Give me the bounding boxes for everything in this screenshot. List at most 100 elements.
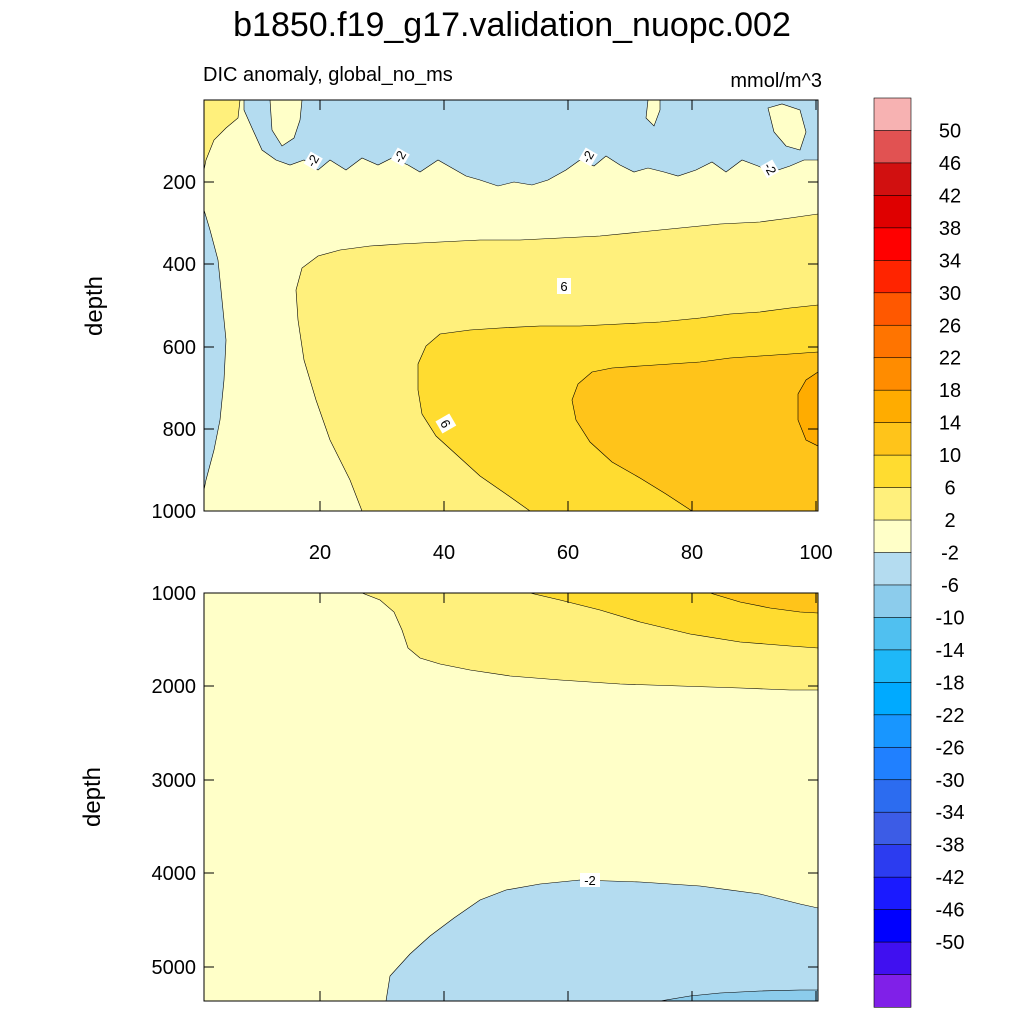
- y-tick-label: 600: [163, 337, 196, 359]
- colorbar-swatch: [873, 974, 912, 1008]
- colorbar-swatch: [873, 389, 912, 424]
- lower-y-axis: 1000 2000 3000 4000 5000: [152, 583, 818, 979]
- colorbar-swatch: [873, 454, 912, 489]
- colorbar-label: 34: [939, 250, 961, 272]
- upper-island-mid: [269, 100, 303, 147]
- upper-x-axis: 20 40 60 80 100: [309, 100, 833, 564]
- y-tick-label: 5000: [152, 957, 197, 979]
- upper-region-10-14: [571, 351, 818, 511]
- upper-contour-field: [204, 100, 818, 511]
- colorbar-swatch: [873, 260, 912, 294]
- colorbar-swatch: [873, 552, 912, 586]
- colorbar-label: 22: [939, 348, 961, 370]
- colorbar-label: -2: [941, 543, 959, 565]
- contour-label: 6: [560, 279, 567, 294]
- colorbar-swatch: [873, 714, 912, 748]
- colorbar-label: -26: [936, 737, 965, 759]
- upper-island-east: [645, 100, 661, 127]
- colorbar-label: 26: [939, 315, 961, 337]
- colorbar-swatch: [873, 487, 912, 521]
- upper-region-14-18: [797, 371, 818, 447]
- colorbar-swatch: [873, 324, 912, 359]
- colorbar-label: -38: [936, 835, 965, 857]
- colorbar-swatch: [873, 811, 912, 846]
- colorbar-swatch: [873, 941, 912, 976]
- colorbar-swatch: [873, 682, 912, 716]
- colorbar: 50 46 42 38 34 30 26 22 18 14 10 6 2 -2 -6 -10 -14 -18 -22…: [873, 97, 965, 1008]
- colorbar-label: 18: [939, 380, 961, 402]
- colorbar-label: -18: [936, 672, 965, 694]
- colorbar-swatch: [873, 779, 912, 813]
- upper-island-east2: [767, 103, 807, 151]
- colorbar-swatch: [873, 584, 912, 619]
- colorbar-swatch: [873, 227, 912, 261]
- y-tick-label: 4000: [152, 863, 197, 885]
- colorbar-swatch: [873, 617, 912, 651]
- upper-plot-frame: [203, 99, 819, 512]
- colorbar-swatch: [873, 876, 912, 911]
- lower-region-neg10-neg6: [659, 989, 818, 1001]
- colorbar-label: -34: [936, 802, 965, 824]
- colorbar-label: -10: [936, 607, 965, 629]
- panel-subtitle-left: DIC anomaly, global_no_ms: [203, 64, 453, 86]
- colorbar-label: 50: [939, 120, 961, 142]
- colorbar-label: -30: [936, 770, 965, 792]
- lower-contour-field: [204, 593, 818, 1001]
- colorbar-swatch: [873, 649, 912, 683]
- colorbar-swatch: [873, 519, 912, 554]
- colorbar-label: 38: [939, 218, 961, 240]
- colorbar-swatch: [873, 97, 912, 132]
- x-tick-label: 40: [433, 542, 455, 564]
- upper-y-axis-label: depth: [81, 276, 108, 336]
- x-tick-label: 60: [557, 542, 579, 564]
- colorbar-label: -50: [936, 932, 965, 954]
- lower-plot-frame: [203, 592, 819, 1002]
- colorbar-label: -46: [936, 900, 965, 922]
- colorbar-label: -6: [941, 575, 959, 597]
- colorbar-swatch: [873, 422, 912, 456]
- x-tick-label: 80: [681, 542, 703, 564]
- y-tick-label: 3000: [152, 770, 197, 792]
- upper-region-neg6-neg2-west: [204, 209, 227, 491]
- colorbar-swatch: [873, 162, 912, 196]
- x-tick-label: 100: [799, 542, 832, 564]
- colorbar-label: 30: [939, 283, 961, 305]
- colorbar-label: -22: [936, 705, 965, 727]
- lower-region-neg6-neg2: [385, 879, 818, 1001]
- colorbar-label: 14: [939, 413, 961, 435]
- lower-region-10-14: [709, 593, 818, 614]
- figure-title: b1850.f19_g17.validation_nuopc.002: [233, 6, 791, 44]
- colorbar-swatch: [873, 357, 912, 391]
- colorbar-label: -14: [936, 640, 965, 662]
- lower-contour-labels: -2: [580, 873, 600, 888]
- contour-label: -2: [584, 873, 596, 888]
- x-tick-label: 20: [309, 542, 331, 564]
- colorbar-swatch: [873, 746, 912, 781]
- lower-panel: -2 1000 2000 3000 4000 5000 depth: [79, 583, 819, 1002]
- upper-region-neg6-neg2-surface: [243, 100, 818, 187]
- colorbar-label: 42: [939, 185, 961, 207]
- y-tick-label: 200: [163, 172, 196, 194]
- colorbar-label: 6: [944, 478, 955, 500]
- colorbar-swatch: [873, 195, 912, 229]
- y-tick-label: 1000: [152, 583, 197, 605]
- lower-x-ticks: [319, 593, 817, 1001]
- y-tick-label: 1000: [152, 501, 197, 523]
- y-tick-label: 2000: [152, 676, 197, 698]
- upper-panel: -2 -2 -2 -2 6 6 200 400 600 800 1000 dep…: [81, 99, 833, 564]
- lower-y-axis-label: depth: [79, 767, 106, 827]
- colorbar-swatch: [873, 909, 912, 943]
- y-tick-label: 800: [163, 419, 196, 441]
- colorbar-label: 10: [939, 445, 961, 467]
- colorbar-swatch: [873, 292, 912, 326]
- upper-y-axis: 200 400 600 800 1000: [152, 172, 818, 523]
- panel-subtitle-right: mmol/m^3: [730, 70, 822, 92]
- lower-region-6-10: [529, 593, 818, 649]
- colorbar-label: 2: [944, 510, 955, 532]
- upper-contour-labels: -2 -2 -2 -2 6 6: [303, 147, 780, 434]
- colorbar-label: 46: [939, 153, 961, 175]
- y-tick-label: 400: [163, 254, 196, 276]
- colorbar-label: -42: [936, 867, 965, 889]
- colorbar-swatch: [873, 130, 912, 164]
